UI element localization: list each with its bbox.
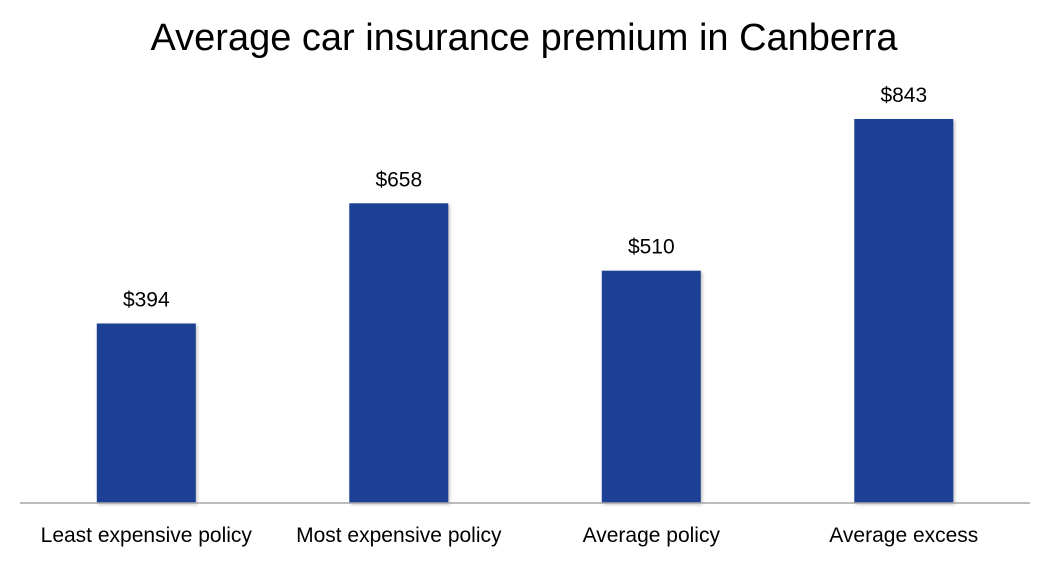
data-label-2: $510 [628,236,675,259]
bar-group [96,119,954,504]
bar-2 [601,270,701,503]
data-label-0: $394 [123,289,170,312]
x-tick-label-3: Average excess [829,524,978,547]
x-tick-label-0: Least expensive policy [41,524,253,547]
chart-title: Average car insurance premium in Canberr… [151,17,899,59]
x-tick-label-1: Most expensive policy [296,524,502,547]
data-label-group: $394 $658 $510 $843 [123,84,927,312]
x-tick-label-group: Least expensive policy Most expensive pol… [41,524,979,547]
data-label-1: $658 [375,168,422,191]
data-label-3: $843 [880,84,927,107]
bar-3 [854,119,954,503]
bar-0 [96,323,196,503]
bar-1 [349,203,449,504]
x-tick-label-2: Average policy [583,524,721,547]
